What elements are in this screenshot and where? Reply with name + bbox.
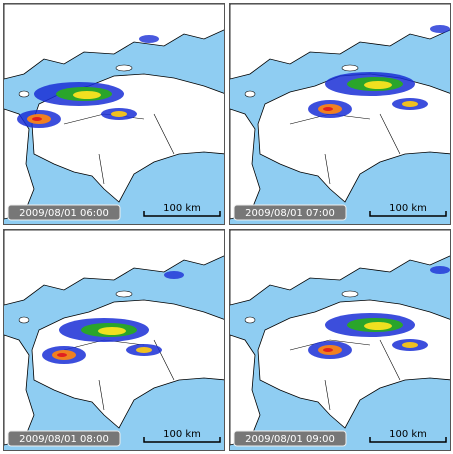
scale-bar [369, 437, 447, 443]
scale-bar [143, 437, 221, 443]
scale-bar [369, 211, 447, 217]
scale-label: 100 km [163, 429, 201, 440]
scale-label: 100 km [389, 429, 427, 440]
radar-panel: 2009/08/01 09:00 100 km [229, 229, 453, 451]
timestamp: 2009/08/01 08:00 [19, 434, 109, 445]
timestamp-box [233, 204, 347, 221]
radar-panel: 2009/08/01 08:00 100 km [3, 229, 227, 451]
timestamp: 2009/08/01 09:00 [245, 434, 335, 445]
scale-label: 100 km [163, 203, 201, 214]
scale-bar [143, 211, 221, 217]
map: 2009/08/01 08:00 100 km [3, 229, 227, 450]
timestamp-box [233, 430, 347, 447]
map: 2009/08/01 07:00 100 km [229, 3, 453, 224]
timestamp: 2009/08/01 07:00 [245, 208, 335, 219]
map: 2009/08/01 06:00 100 km [3, 3, 227, 224]
timestamp-box [7, 430, 121, 447]
radar-panel: 2009/08/01 06:00 100 km [3, 3, 227, 225]
radar-panel: 2009/08/01 07:00 100 km [229, 3, 453, 225]
timestamp-box [7, 204, 121, 221]
scale-label: 100 km [389, 203, 427, 214]
timestamp: 2009/08/01 06:00 [19, 208, 109, 219]
map: 2009/08/01 09:00 100 km [229, 229, 453, 450]
